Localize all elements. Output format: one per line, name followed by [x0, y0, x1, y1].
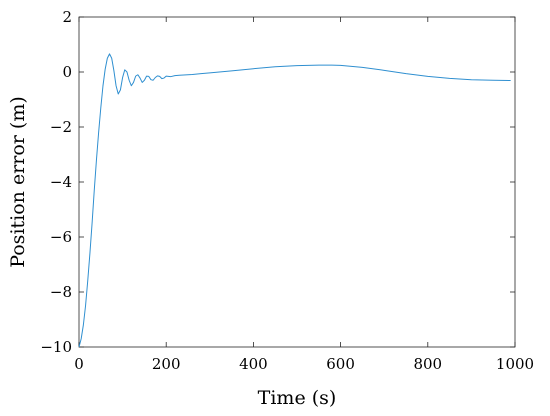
y-tick-label: −6	[50, 228, 72, 246]
y-tick-label: 0	[62, 63, 72, 81]
x-tick-label: 200	[152, 355, 181, 373]
y-tick-label: −2	[50, 118, 72, 136]
y-tick-label: −8	[50, 283, 72, 301]
x-tick-label: 800	[413, 355, 442, 373]
x-tick-label: 600	[326, 355, 355, 373]
y-tick-label: −10	[40, 338, 72, 356]
x-tick-label: 400	[239, 355, 268, 373]
y-axis: −10 −8 −6 −4 −2 0 2	[40, 8, 515, 356]
y-tick-label: 2	[62, 8, 72, 26]
y-axis-label: Position error (m)	[7, 96, 29, 268]
x-tick-label: 0	[74, 355, 84, 373]
x-axis: 0 200 400 600 800 1000	[74, 17, 534, 373]
series-line	[78, 53, 511, 348]
x-axis-label: Time (s)	[258, 387, 337, 409]
plot-frame	[78, 16, 516, 348]
x-tick-label: 1000	[496, 355, 534, 373]
y-tick-label: −4	[50, 173, 72, 191]
